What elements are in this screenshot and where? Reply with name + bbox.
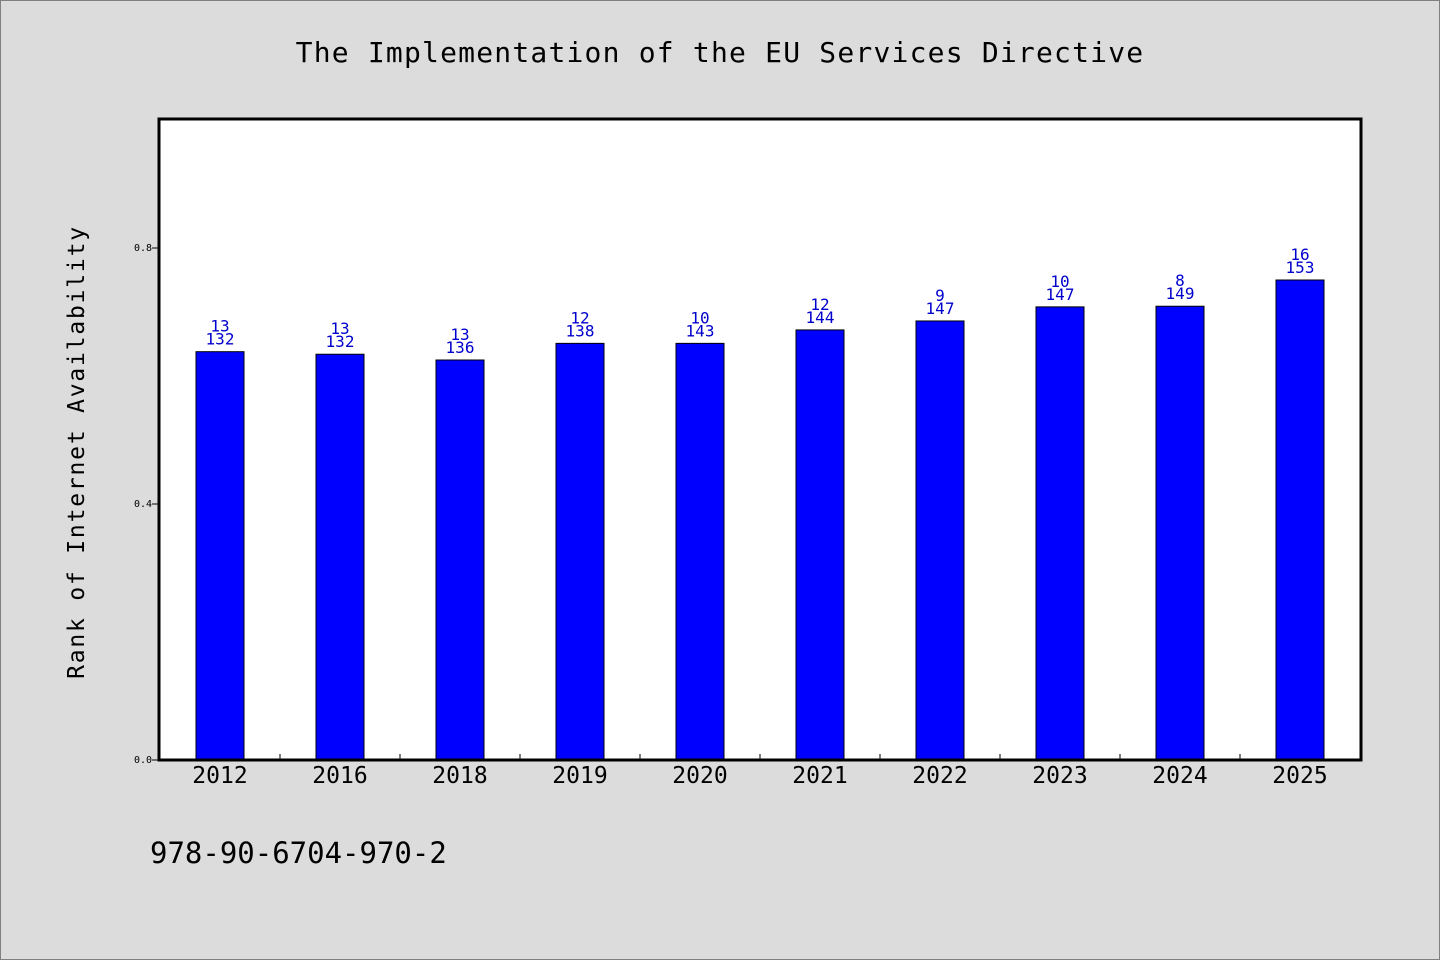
bar-2016 [315, 353, 365, 761]
bar-data-label-top: 10 [690, 308, 709, 327]
bar-data-label-bottom: 149 [1166, 284, 1195, 303]
x-tick-label: 2024 [1152, 763, 1207, 789]
bar-data-label-top: 10 [1050, 272, 1069, 291]
bar-data-label-bottom: 147 [1046, 285, 1075, 304]
bar-data-label-top: 9 [935, 286, 945, 305]
bar-data-label-bottom: 136 [446, 338, 475, 357]
bar-2022 [915, 320, 965, 761]
y-tick-label: 0.0 [134, 755, 152, 766]
bar-data-label-top: 16 [1290, 245, 1309, 264]
bar-2024 [1155, 305, 1205, 761]
bar-data-label-top: 12 [810, 295, 829, 314]
x-tick-label: 2019 [552, 763, 607, 789]
bar-data-label-top: 12 [570, 308, 589, 327]
bar-2020 [675, 342, 725, 761]
y-axis-label: Rank of Internet Availability [64, 225, 90, 679]
x-tick-label: 2021 [792, 763, 847, 789]
x-tick-label: 2022 [912, 763, 967, 789]
bar-data-label-bottom: 143 [686, 321, 715, 340]
x-tick-label: 2023 [1032, 763, 1087, 789]
bar-2025 [1275, 279, 1325, 761]
bar-2023 [1035, 306, 1085, 761]
bar-data-label-bottom: 153 [1286, 258, 1315, 277]
x-tick-label: 2020 [672, 763, 727, 789]
bar-data-label-bottom: 144 [806, 308, 835, 327]
x-tick-label: 2016 [312, 763, 367, 789]
bar-data-label-top: 13 [210, 317, 229, 336]
bar-data-label-bottom: 138 [566, 321, 595, 340]
bar-data-label-top: 13 [330, 319, 349, 338]
bar-2018 [435, 359, 485, 761]
bar-2019 [555, 342, 605, 761]
bar-data-label-bottom: 132 [206, 330, 235, 349]
bar-2012 [195, 351, 245, 761]
bar-data-label-top: 13 [450, 325, 469, 344]
bar-data-label-top: 8 [1175, 271, 1185, 290]
x-tick-label: 2012 [192, 763, 247, 789]
bar-2021 [795, 329, 845, 761]
chart-title: The Implementation of the EU Services Di… [296, 36, 1145, 69]
x-tick-label: 2018 [432, 763, 487, 789]
bar-data-label-bottom: 147 [926, 299, 955, 318]
y-tick-label: 0.8 [134, 243, 152, 254]
footnote-isbn: 978-90-6704-970-2 [150, 836, 447, 870]
bar-data-label-bottom: 132 [326, 332, 355, 351]
x-tick-label: 2025 [1272, 763, 1327, 789]
y-tick-label: 0.4 [134, 499, 152, 510]
plot-frame [157, 117, 1363, 762]
